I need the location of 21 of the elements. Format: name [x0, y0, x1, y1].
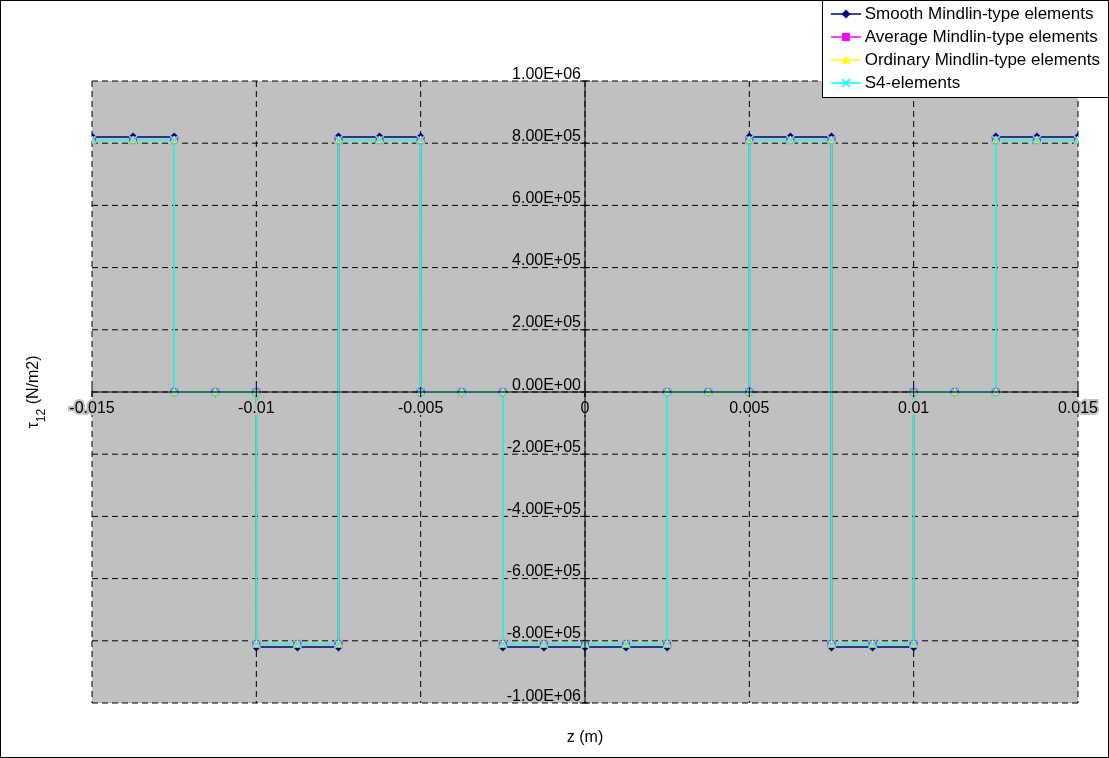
y-tick-label: 8.00E+05	[512, 126, 582, 144]
y-tick-label: -6.00E+05	[506, 562, 582, 580]
y-tick-label: -4.00E+05	[506, 500, 582, 517]
x-tick-label: 0.015	[1057, 399, 1099, 416]
x-tick-label: -0.015	[69, 399, 115, 416]
y-tick-label: 1.00E+06	[512, 64, 582, 82]
legend-label: S4-elements	[864, 72, 961, 94]
legend-label: Average Mindlin-type elements	[864, 26, 1098, 48]
y-tick-label: 0.00E+00	[512, 375, 582, 393]
y-tick-label: -2.00E+05	[506, 437, 582, 455]
x-tick-label: 0	[580, 399, 590, 416]
x-tick-label: 0.005	[729, 399, 770, 416]
y-tick-label: 2.00E+05	[512, 313, 582, 331]
y-tick-label: 6.00E+05	[512, 189, 582, 206]
y-tick-label: 4.00E+05	[512, 251, 582, 269]
y-tick-label: -1.00E+06	[506, 686, 582, 704]
legend-label: Smooth Mindlin-type elements	[864, 3, 1094, 25]
legend-label: Ordinary Mindlin-type elements	[864, 49, 1100, 71]
x-tick-label: -0.005	[397, 399, 444, 416]
y-tick-label: -8.00E+05	[506, 624, 582, 642]
x-axis-title: z (m)	[565, 728, 605, 746]
